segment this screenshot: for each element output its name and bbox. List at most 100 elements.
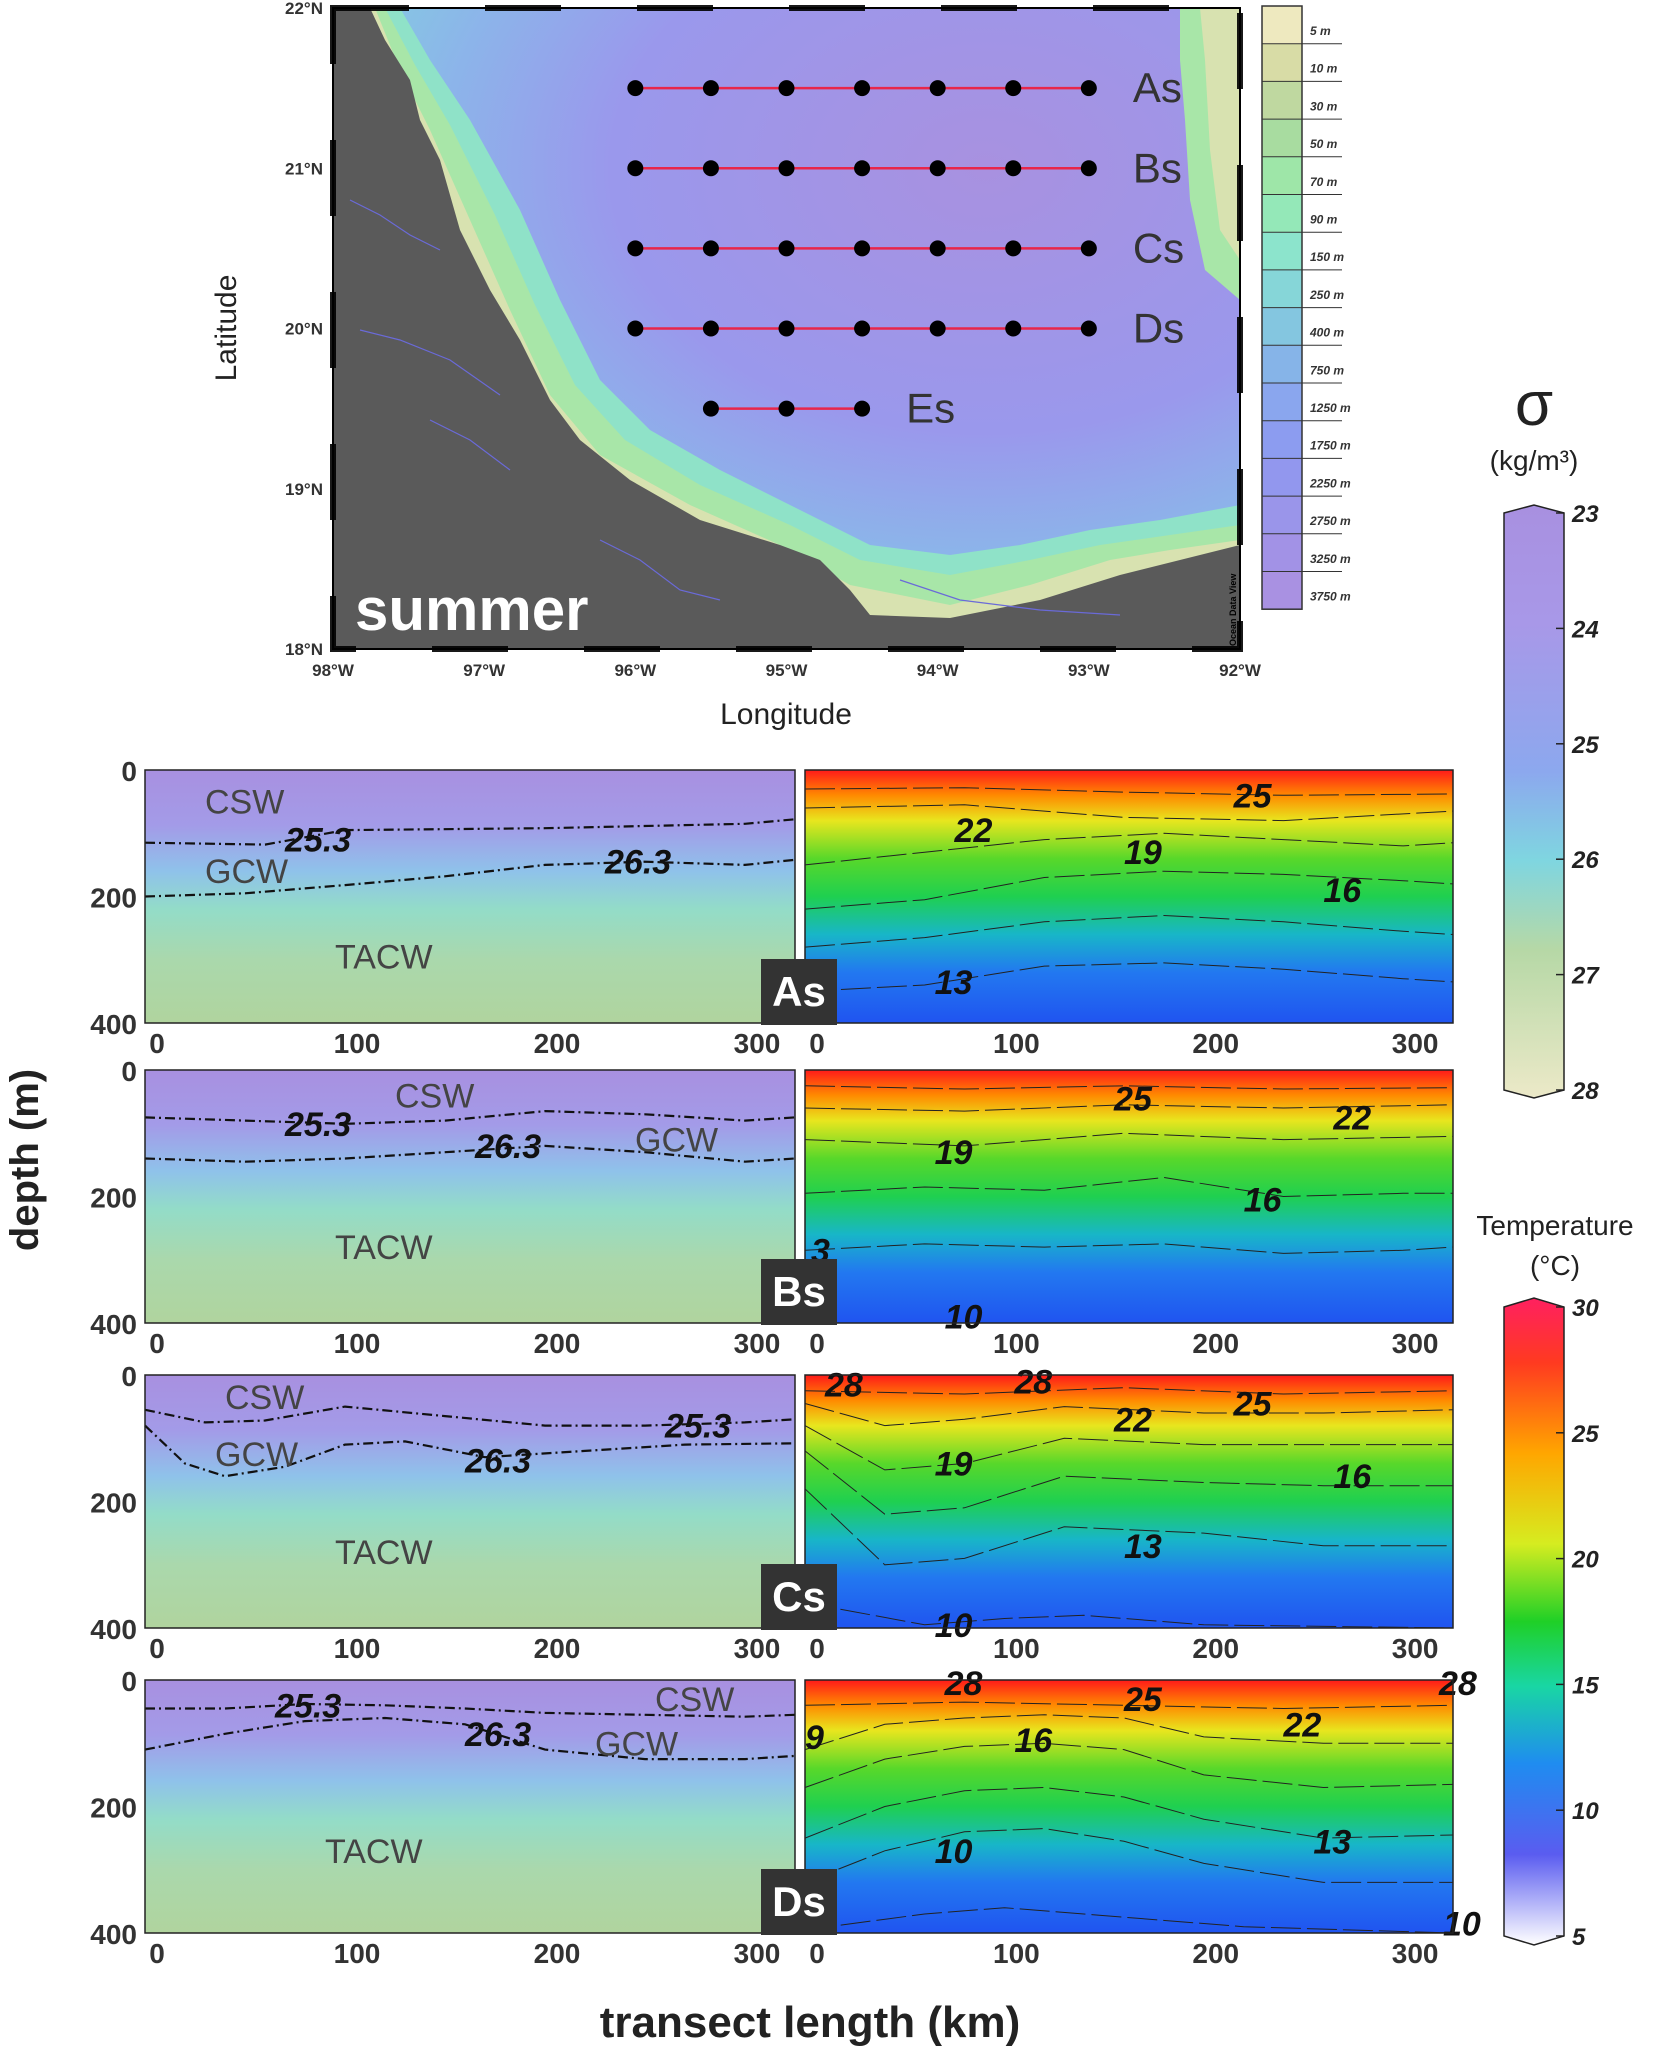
lat-tick-label: 22°N	[285, 0, 323, 18]
temperature-colorbar: Temperature (°C) 30 25 20 15 10 5	[1476, 1210, 1633, 1951]
temperature-tick-label: 5	[1572, 1924, 1586, 1951]
distance-tick-label: 0	[809, 1938, 825, 1969]
station-marker[interactable]	[854, 160, 871, 177]
station-marker[interactable]	[627, 320, 644, 337]
bathymetry-swatch	[1262, 458, 1302, 497]
station-marker[interactable]	[778, 400, 795, 417]
isotherm-line	[804, 832, 1454, 866]
depth-tick-label: 200	[90, 1488, 137, 1519]
transect-badge-label: Bs	[772, 1268, 826, 1315]
bathymetry-label: 3750 m	[1310, 590, 1351, 604]
distance-tick-label: 300	[1392, 1028, 1439, 1059]
temperature-section-field	[805, 1070, 1453, 1323]
lat-tick-label: 20°N	[285, 320, 323, 339]
station-marker[interactable]	[778, 320, 795, 337]
depth-tick-label: 200	[90, 1183, 137, 1214]
bathymetry-label: 1250 m	[1310, 401, 1351, 415]
station-marker[interactable]	[1005, 320, 1022, 337]
section-row-as: CSW GCW TACW 25.3 26.3 0 200 400 25 22 19 16 13 As 0 0 1…	[90, 756, 1454, 1059]
water-mass-label: CSW	[205, 784, 284, 822]
temperature-section-field	[805, 1375, 1453, 1628]
distance-tick-label: 0	[149, 1328, 165, 1359]
isopycnal-line	[144, 1405, 796, 1427]
station-marker[interactable]	[1080, 240, 1097, 257]
station-marker[interactable]	[854, 320, 871, 337]
bathymetry-legend: 5 m 10 m 30 m 50 m 70 m 90 m 150 m 250 m 400 m 75…	[1261, 5, 1351, 610]
bathymetry-label: 250 m	[1309, 288, 1344, 302]
depth-tick-label: 200	[90, 1793, 137, 1824]
station-marker[interactable]	[929, 240, 946, 257]
temperature-section-frame	[804, 1069, 1454, 1324]
station-marker[interactable]	[627, 160, 644, 177]
isopycnal-line	[144, 1109, 796, 1125]
lat-tick-label: 21°N	[285, 159, 323, 178]
water-mass-label: CSW	[655, 1681, 734, 1719]
station-marker[interactable]	[702, 160, 719, 177]
station-marker[interactable]	[1005, 80, 1022, 97]
station-marker[interactable]	[778, 160, 795, 177]
lon-tick-label: 98°W	[312, 661, 355, 680]
map-land-mexico	[333, 8, 1240, 649]
station-marker[interactable]	[1080, 320, 1097, 337]
station-marker[interactable]	[778, 240, 795, 257]
distance-tick-label: 300	[734, 1328, 781, 1359]
isotherm-label: 9	[805, 1719, 824, 1757]
lon-tick-label: 94°W	[917, 661, 960, 680]
station-marker[interactable]	[702, 320, 719, 337]
isotherm-line	[804, 1714, 1453, 1751]
station-marker[interactable]	[929, 80, 946, 97]
station-marker[interactable]	[929, 160, 946, 177]
station-marker[interactable]	[627, 80, 644, 97]
transect-badge	[761, 1869, 837, 1935]
bathymetry-label: 2750 m	[1309, 514, 1351, 528]
station-marker[interactable]	[702, 400, 719, 417]
station-marker[interactable]	[1080, 160, 1097, 177]
temperature-section-frame	[804, 1679, 1454, 1934]
isotherm-label: 28	[1438, 1665, 1477, 1703]
bathymetry-swatch	[1262, 345, 1302, 383]
bathymetry-label: 3250 m	[1310, 552, 1351, 566]
station-marker[interactable]	[854, 240, 871, 257]
station-marker[interactable]	[627, 240, 644, 257]
isotherm-label: 10	[935, 1607, 973, 1645]
station-marker[interactable]	[702, 80, 719, 97]
station-marker[interactable]	[1005, 240, 1022, 257]
distance-tick-label: 0	[809, 1028, 825, 1059]
distance-tick-label: 100	[334, 1328, 381, 1359]
isotherm-label: 19	[935, 1134, 973, 1172]
sections-ylabel: depth (m)	[3, 1069, 47, 1251]
lat-tick-label: 18°N	[285, 640, 323, 659]
density-tick-label: 26	[1571, 847, 1599, 874]
bathymetry-label: 750 m	[1310, 363, 1344, 377]
isotherm-label: 19	[935, 1446, 973, 1484]
density-tick-label: 24	[1571, 616, 1599, 643]
water-mass-label: GCW	[595, 1725, 678, 1763]
isopycnal-line	[144, 1716, 796, 1761]
lon-tick-label: 96°W	[614, 661, 657, 680]
bathymetry-swatch	[1262, 6, 1302, 44]
density-tick-label: 25	[1571, 732, 1599, 759]
station-marker[interactable]	[1005, 160, 1022, 177]
density-section-frame	[144, 1069, 796, 1324]
bathymetry-label: 10 m	[1310, 62, 1338, 76]
isotherm-line	[804, 1828, 1453, 1883]
station-marker[interactable]	[929, 320, 946, 337]
bathymetry-label: 400 m	[1309, 326, 1344, 340]
temperature-title: Temperature	[1476, 1210, 1633, 1241]
station-marker[interactable]	[702, 240, 719, 257]
map-xlabel: Longitude	[720, 698, 852, 731]
station-marker[interactable]	[854, 80, 871, 97]
transect-label: As	[1133, 64, 1182, 111]
station-marker[interactable]	[854, 400, 871, 417]
station-marker[interactable]	[778, 80, 795, 97]
temperature-tick-label: 25	[1571, 1421, 1599, 1448]
isopycnal-label: 25.3	[284, 822, 351, 860]
distance-tick-label: 200	[1192, 1633, 1239, 1664]
station-marker[interactable]	[1080, 80, 1097, 97]
transect-badge	[761, 959, 837, 1025]
distance-tick-label: 0	[149, 1633, 165, 1664]
isotherm-label: 25	[1123, 1681, 1163, 1719]
isopycnal-label: 25.3	[274, 1687, 341, 1725]
map-credit: Ocean Data View	[1228, 573, 1238, 646]
